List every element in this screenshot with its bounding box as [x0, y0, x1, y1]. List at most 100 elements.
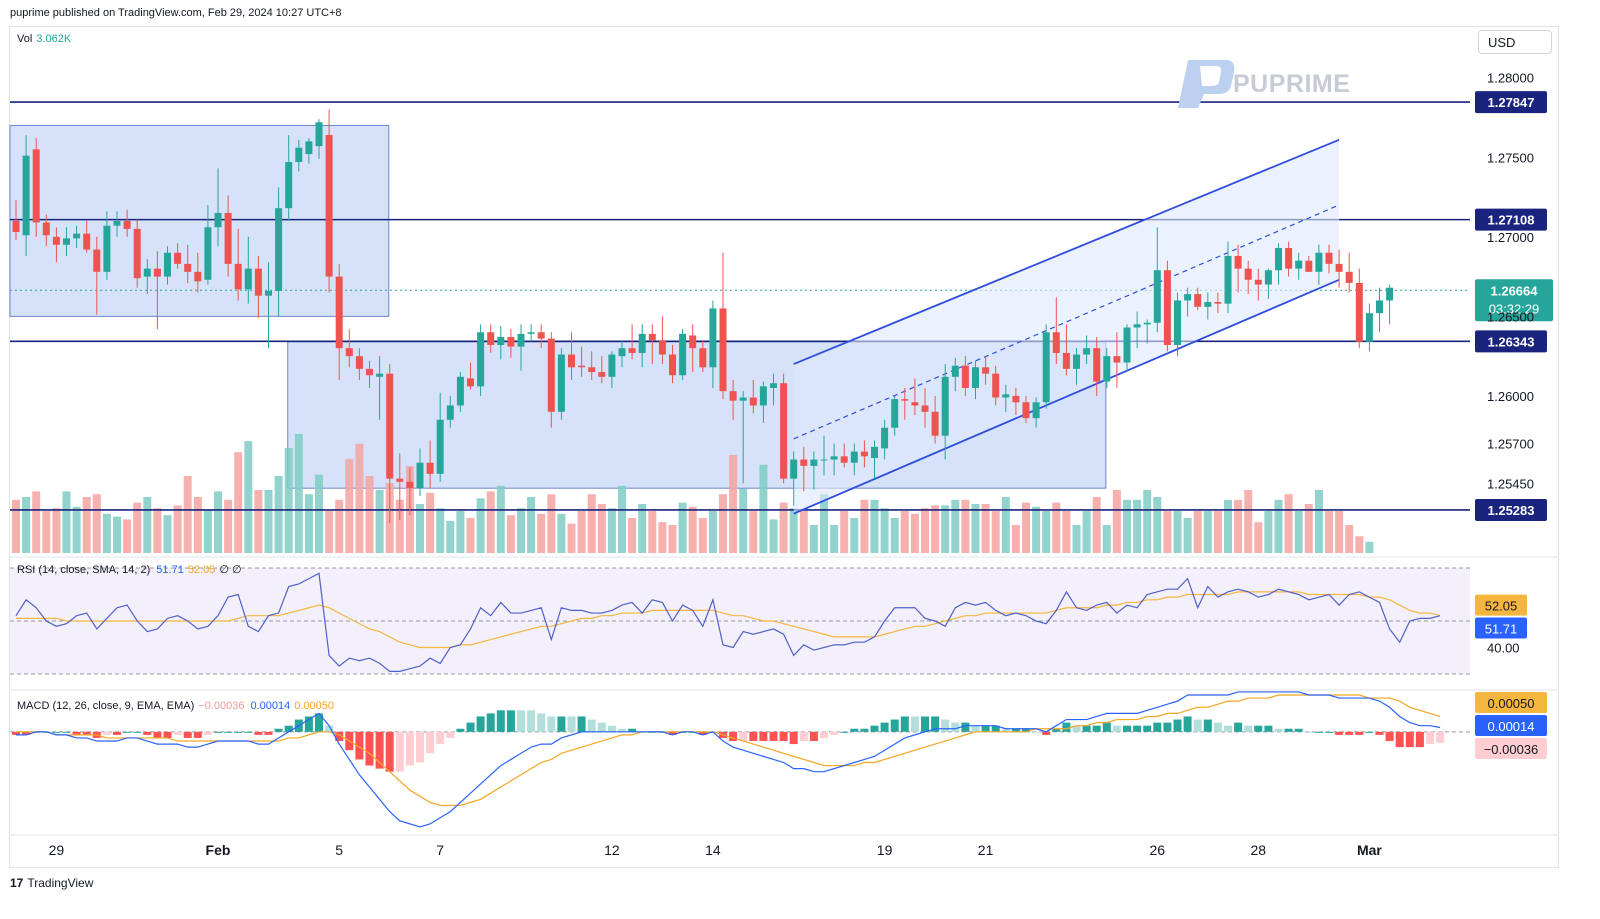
macd-histogram-bar [426, 731, 435, 754]
macd-histogram-bar [193, 731, 202, 738]
time-tick-label: 28 [1251, 842, 1267, 858]
volume-bar [688, 506, 697, 553]
candle-body [1143, 322, 1151, 325]
puprime-logo-icon [1178, 60, 1235, 108]
macd-histogram-bar [547, 716, 556, 732]
candle-body [426, 462, 434, 474]
macd-histogram-bar [456, 728, 465, 732]
volume-bar [294, 434, 303, 553]
candle-body [234, 263, 242, 290]
macd-histogram-bar [173, 731, 182, 735]
channel-lower-line [793, 278, 1340, 515]
rsi-sma-value: 52.05 [187, 564, 216, 576]
candle-body [1285, 247, 1293, 269]
macd-histogram-bar [1405, 731, 1414, 748]
macd-histogram-bar [759, 731, 768, 742]
candle-body [446, 405, 454, 420]
volume-bar [12, 499, 20, 553]
chart-frame [9, 26, 1559, 868]
candle-body [1184, 294, 1192, 301]
candle-body [194, 271, 202, 282]
volume-bar [22, 497, 31, 553]
volume-bar [224, 499, 233, 553]
candle-body [325, 135, 333, 277]
candle-body [1244, 268, 1252, 280]
price-tick-label: 1.26000 [1487, 389, 1534, 404]
volume-bar [1022, 502, 1030, 553]
candle-body [1093, 348, 1101, 382]
candle-body [1022, 402, 1030, 419]
volume-bar [830, 525, 839, 553]
macd-histogram-bar [1163, 722, 1172, 732]
candle-body [184, 263, 192, 272]
macd-hist-value: −0.00036 [198, 700, 245, 712]
macd-histogram-bar [123, 731, 132, 733]
macd-histogram-bar [1193, 719, 1202, 732]
volume-bar [153, 508, 162, 553]
candle-body [628, 348, 636, 353]
macd-histogram-bar [860, 728, 869, 732]
candle-body [638, 333, 646, 353]
candle-body [699, 348, 707, 368]
candle-body [578, 365, 586, 368]
macd-histogram-bar [830, 731, 839, 735]
countdown-label: 03:32:29 [1489, 301, 1540, 316]
candle-body [1194, 294, 1202, 307]
candle-body [1315, 252, 1323, 272]
macd-histogram-bar [1325, 731, 1333, 733]
macd-histogram-bar [284, 725, 293, 732]
time-tick-label: Feb [206, 842, 231, 858]
candle-body [497, 337, 505, 345]
candle-body [285, 162, 293, 209]
volume-bar [820, 494, 828, 553]
volume-bar [72, 506, 81, 553]
last-price-label: 1.26664 [1491, 283, 1539, 298]
macd-histogram-bar [557, 716, 566, 732]
volume-bar [304, 494, 313, 553]
volume-bar [183, 476, 192, 553]
macd-histogram-bar [244, 731, 253, 733]
candle-body [911, 402, 919, 406]
candle-body [467, 378, 474, 387]
volume-bar [517, 508, 525, 553]
volume-bar [395, 499, 404, 553]
volume-bar [789, 508, 798, 553]
time-tick-label: 21 [978, 842, 994, 858]
macd-histogram-bar [1264, 725, 1273, 732]
volume-bar [355, 443, 364, 553]
publish-caption: puprime published on TradingView.com, Fe… [10, 7, 342, 19]
volume-bar [668, 525, 677, 553]
volume-bar [486, 491, 495, 553]
candle-body [315, 122, 323, 147]
candle-body [436, 419, 444, 474]
macd-histogram-bar [1365, 731, 1374, 733]
macd-histogram-bar [769, 731, 778, 742]
rsi-value-tag [1475, 594, 1527, 616]
candle-body [547, 338, 555, 412]
macd-histogram-bar [971, 725, 980, 732]
macd-histogram-bar [203, 731, 212, 735]
currency-button[interactable]: USD [1478, 30, 1552, 54]
candle-body [1224, 255, 1232, 304]
candle-body [1365, 313, 1373, 342]
volume-bar [345, 459, 354, 553]
candle-body [608, 354, 616, 377]
candle-body [961, 365, 969, 388]
candle-body [487, 332, 495, 345]
candle-body [254, 268, 262, 296]
candle-body [1052, 332, 1060, 353]
macd-histogram-bar [981, 725, 990, 732]
candle-body [931, 411, 939, 436]
macd-histogram-bar [395, 731, 404, 772]
volume-bar [456, 511, 465, 553]
macd-histogram-bar [1072, 725, 1081, 732]
volume-bar [607, 508, 616, 553]
macd-histogram-bar [1102, 722, 1111, 732]
volume-bar [931, 505, 940, 553]
volume-bar [92, 494, 101, 553]
candle-body [406, 481, 414, 489]
level-price-tag [1475, 330, 1547, 353]
candle-body [1335, 263, 1343, 272]
candle-body [709, 308, 717, 368]
